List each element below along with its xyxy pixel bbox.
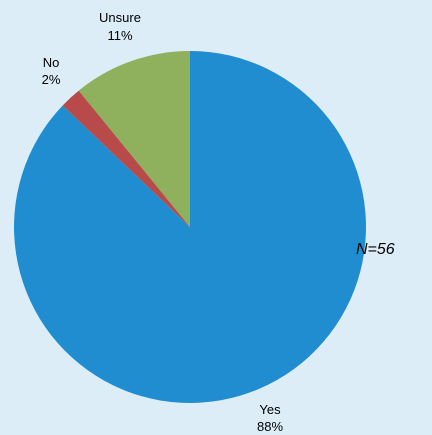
slice-label-yes-name: Yes: [259, 402, 281, 417]
slice-label-no-percent: 2%: [42, 72, 61, 87]
slice-label-unsure-percent: 11%: [107, 28, 132, 43]
slice-label-unsure-name: Unsure: [99, 10, 141, 25]
slice-label-yes-percent: 88%: [257, 419, 283, 434]
pie-slice-unsure: [78, 51, 190, 227]
pie-slices: [14, 50, 367, 403]
sample-size-annotation: N=56: [356, 241, 395, 258]
pie-slice-yes: [14, 50, 367, 403]
pie-slice-no: [62, 90, 190, 227]
slice-label-no-name: No: [43, 55, 60, 70]
